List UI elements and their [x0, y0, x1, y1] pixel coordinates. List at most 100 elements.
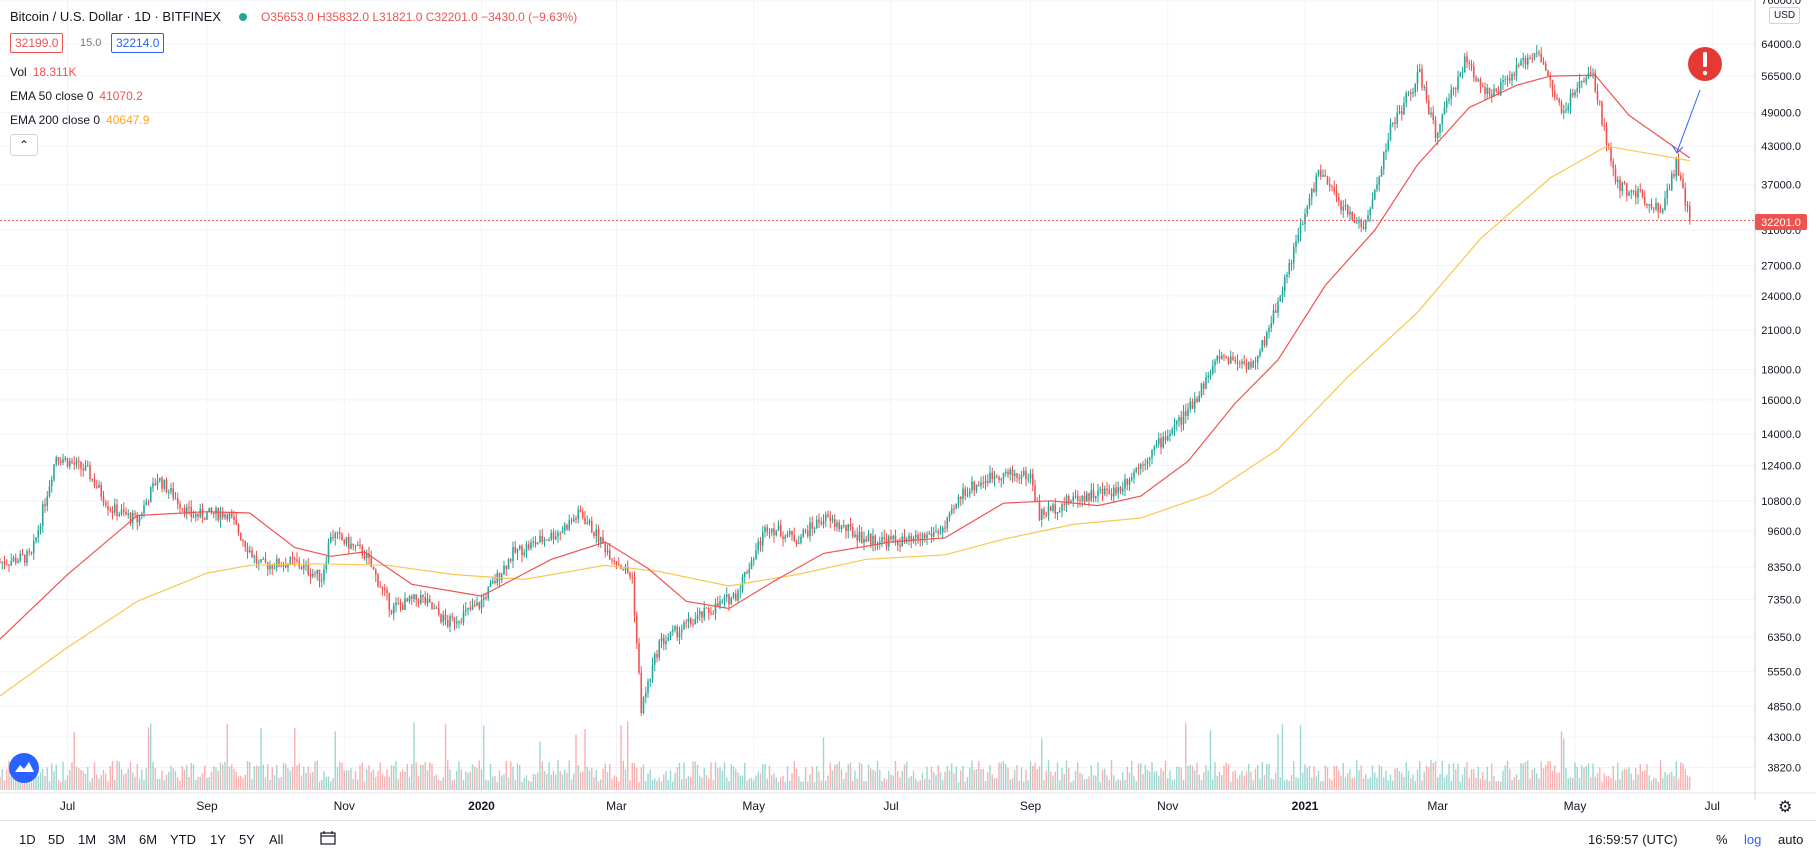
- candle-body: [1409, 92, 1412, 94]
- price-tick-label: 14000.0: [1761, 429, 1801, 441]
- candle-body: [779, 525, 782, 537]
- tradingview-logo-icon[interactable]: [9, 753, 39, 783]
- candle-body: [932, 532, 935, 537]
- volume-bar: [287, 767, 289, 790]
- volume-bar: [872, 769, 874, 790]
- log-scale-toggle[interactable]: log: [1744, 832, 1762, 847]
- candle-body: [372, 567, 375, 570]
- candle-body: [640, 672, 643, 714]
- candle-body: [1238, 363, 1241, 365]
- range-ytd-button[interactable]: YTD: [170, 832, 196, 847]
- candle-body: [1335, 191, 1338, 198]
- candle-body: [944, 527, 946, 529]
- candle-body: [1628, 192, 1630, 196]
- volume-bar: [1306, 767, 1308, 790]
- candle-body: [545, 539, 548, 541]
- candle-body: [1083, 495, 1086, 502]
- candle-body: [1124, 479, 1126, 489]
- volume-bar: [1261, 762, 1263, 790]
- volume-bar: [1671, 771, 1673, 790]
- candle-body: [1103, 488, 1106, 495]
- candle-body: [163, 479, 166, 489]
- candle-body: [201, 508, 204, 519]
- utc-clock[interactable]: 16:59:57 (UTC): [1588, 832, 1678, 847]
- auto-scale-toggle[interactable]: auto: [1778, 832, 1804, 847]
- candle-body: [262, 558, 265, 560]
- volume-bar: [1540, 761, 1542, 790]
- candle-body: [1407, 92, 1410, 94]
- range-5d-button[interactable]: 5D: [48, 832, 65, 847]
- candle-body: [428, 598, 431, 603]
- candle-body: [993, 476, 996, 479]
- volume-bar: [1592, 763, 1594, 790]
- range-1y-button[interactable]: 1Y: [210, 832, 226, 847]
- volume-bar: [451, 780, 453, 790]
- range-1m-button[interactable]: 1M: [78, 832, 97, 847]
- volume-bar: [847, 764, 849, 790]
- volume-bar: [928, 779, 930, 790]
- candle-body: [1301, 224, 1304, 226]
- volume-bar: [1394, 768, 1396, 790]
- candle-body: [271, 564, 274, 569]
- range-5y-button[interactable]: 5Y: [239, 832, 255, 847]
- candle-body: [1259, 351, 1261, 356]
- buy-price-button[interactable]: 32214.0: [111, 33, 165, 53]
- volume-bar: [435, 774, 438, 790]
- volume-bar: [10, 772, 12, 790]
- volume-bar: [609, 764, 611, 790]
- candle-body: [998, 476, 1000, 481]
- candle-body: [1650, 203, 1653, 208]
- volume-bar: [1245, 771, 1248, 790]
- range-all-button[interactable]: All: [269, 832, 284, 847]
- volume-bar: [946, 766, 948, 790]
- range-6m-button[interactable]: 6M: [139, 832, 158, 847]
- volume-bar: [1576, 766, 1578, 790]
- volume-bar: [640, 767, 642, 790]
- volume-bar: [1079, 772, 1081, 790]
- range-3m-button[interactable]: 3M: [108, 832, 127, 847]
- candle-body: [1000, 478, 1003, 481]
- candle-body: [453, 617, 456, 624]
- volume-bar: [559, 771, 561, 790]
- volume-bar: [368, 765, 370, 790]
- percent-scale-toggle[interactable]: %: [1716, 832, 1728, 847]
- volume-bar: [1558, 772, 1560, 790]
- volume-bar: [100, 774, 102, 790]
- candle-body: [575, 518, 577, 520]
- candle-body: [1112, 487, 1115, 497]
- candle-body: [1547, 70, 1549, 76]
- indicator-ema50[interactable]: EMA 50 close 0 41070.2: [10, 89, 143, 103]
- candle-body: [467, 607, 469, 610]
- volume-bar: [170, 765, 172, 790]
- volume-bar: [1194, 770, 1196, 790]
- volume-bar: [726, 777, 728, 790]
- collapse-indicators-button[interactable]: ⌃: [10, 134, 38, 156]
- candle-body: [512, 547, 514, 561]
- volume-bar: [1315, 776, 1317, 790]
- range-1d-button[interactable]: 1D: [19, 832, 36, 847]
- volume-bar: [737, 772, 739, 790]
- volume-bar: [827, 775, 829, 790]
- symbol-title[interactable]: Bitcoin / U.S. Dollar · 1D · BITFINEX: [10, 9, 221, 24]
- gear-icon[interactable]: ⚙: [1778, 799, 1793, 816]
- indicator-ema200[interactable]: EMA 200 close 0 40647.9: [10, 113, 149, 127]
- candle-body: [1461, 72, 1464, 74]
- volume-bar: [422, 764, 424, 790]
- candle-body: [530, 542, 532, 549]
- volume-bar: [361, 762, 363, 790]
- volume-bar: [1646, 763, 1648, 790]
- volume-bar: [870, 768, 872, 790]
- currency-badge[interactable]: USD: [1769, 7, 1801, 24]
- volume-bar: [793, 760, 795, 790]
- candle-body: [410, 596, 413, 599]
- volume-bar: [1563, 738, 1565, 790]
- candle-body: [1342, 206, 1345, 211]
- calendar-range-icon[interactable]: [320, 831, 336, 845]
- volume-bar: [548, 762, 550, 790]
- indicator-volume[interactable]: Vol 18.311K: [10, 65, 77, 79]
- candle-body: [154, 483, 157, 486]
- candle-body: [235, 519, 238, 525]
- sell-price-button[interactable]: 32199.0: [10, 33, 64, 53]
- volume-bar: [1200, 779, 1203, 790]
